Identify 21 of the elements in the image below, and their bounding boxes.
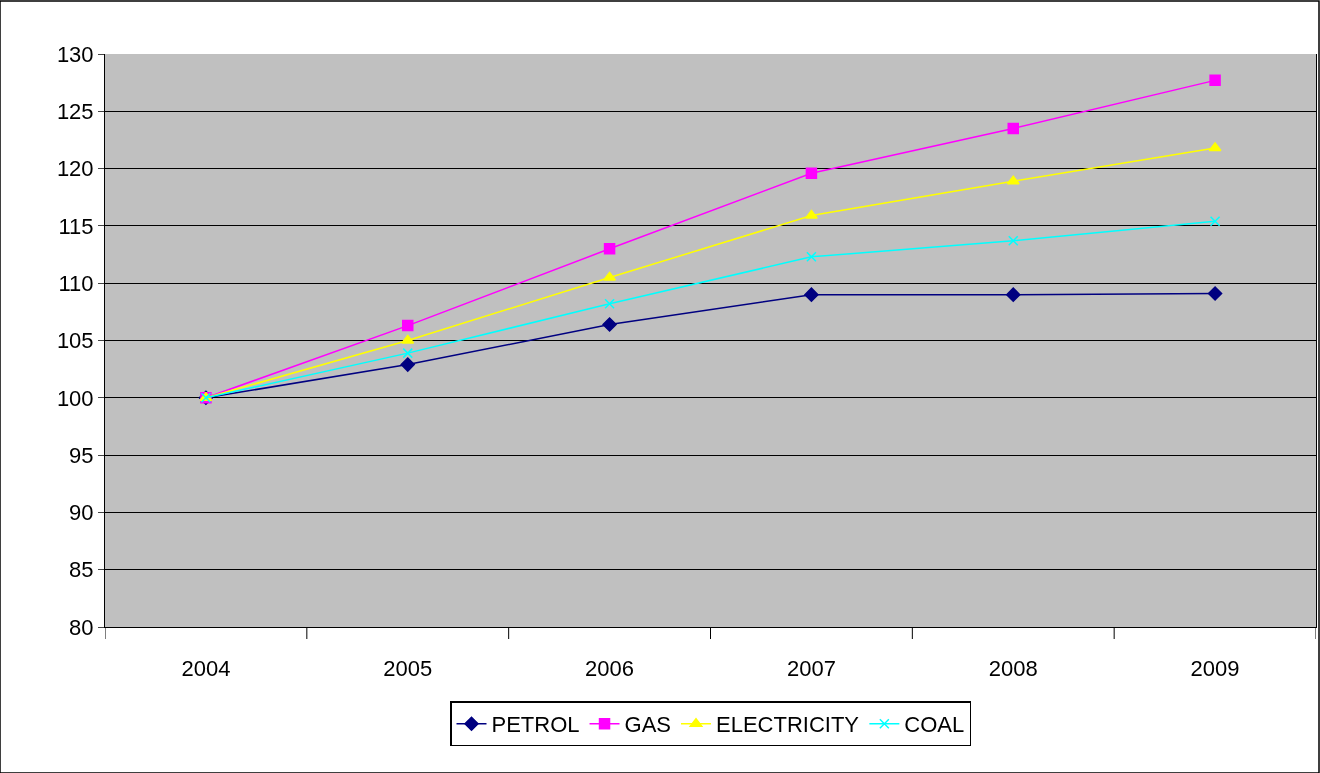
y-tick-label: 110 <box>58 270 94 296</box>
legend-label: GAS <box>624 712 671 738</box>
y-tick-label: 115 <box>58 213 94 239</box>
x-tick-label: 2004 <box>181 656 231 682</box>
y-tick-label: 105 <box>56 328 94 354</box>
y-tick-label: 85 <box>69 557 94 583</box>
legend-label: ELECTRICITY <box>716 712 860 738</box>
y-tick-label: 100 <box>56 385 94 411</box>
y-tick-label: 90 <box>69 500 94 526</box>
legend-label: PETROL <box>491 712 580 738</box>
x-tick-label: 2005 <box>383 656 433 682</box>
y-tick-label: 80 <box>69 614 94 640</box>
y-tick-label: 125 <box>56 99 94 124</box>
y-tick-label: 95 <box>69 442 94 468</box>
x-tick-label: 2006 <box>585 656 635 682</box>
x-tick-label: 2008 <box>988 656 1038 682</box>
x-tick-label: 2009 <box>1190 656 1240 682</box>
y-tick-label: 120 <box>56 156 94 182</box>
y-tick-label: 130 <box>56 41 94 67</box>
legend-label: COAL <box>904 712 965 738</box>
x-tick-label: 2007 <box>786 656 836 682</box>
